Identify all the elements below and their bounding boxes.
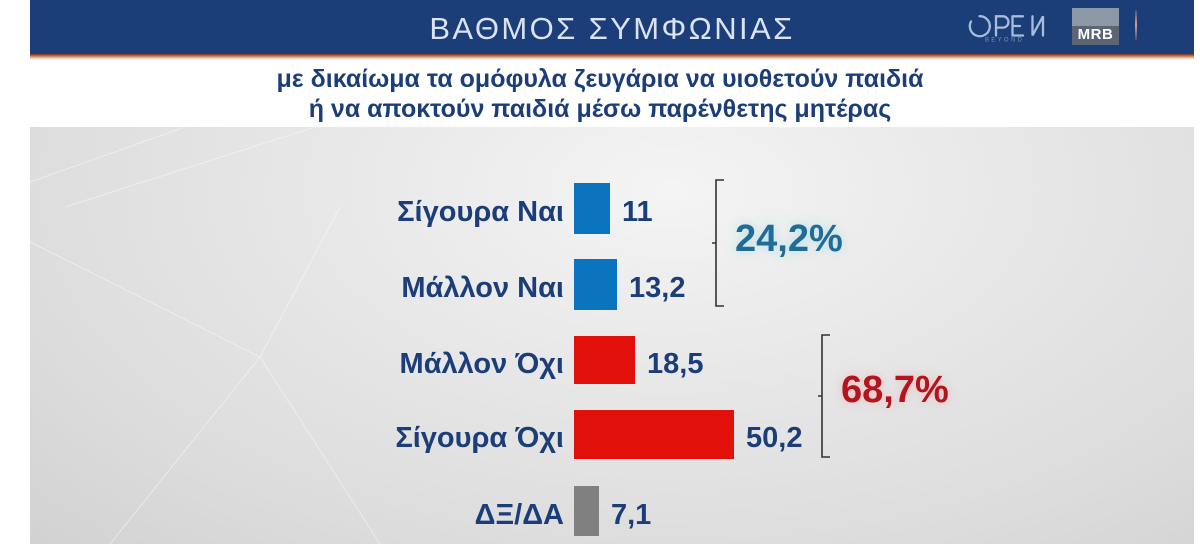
svg-text:BEYOND: BEYOND	[985, 38, 1024, 43]
